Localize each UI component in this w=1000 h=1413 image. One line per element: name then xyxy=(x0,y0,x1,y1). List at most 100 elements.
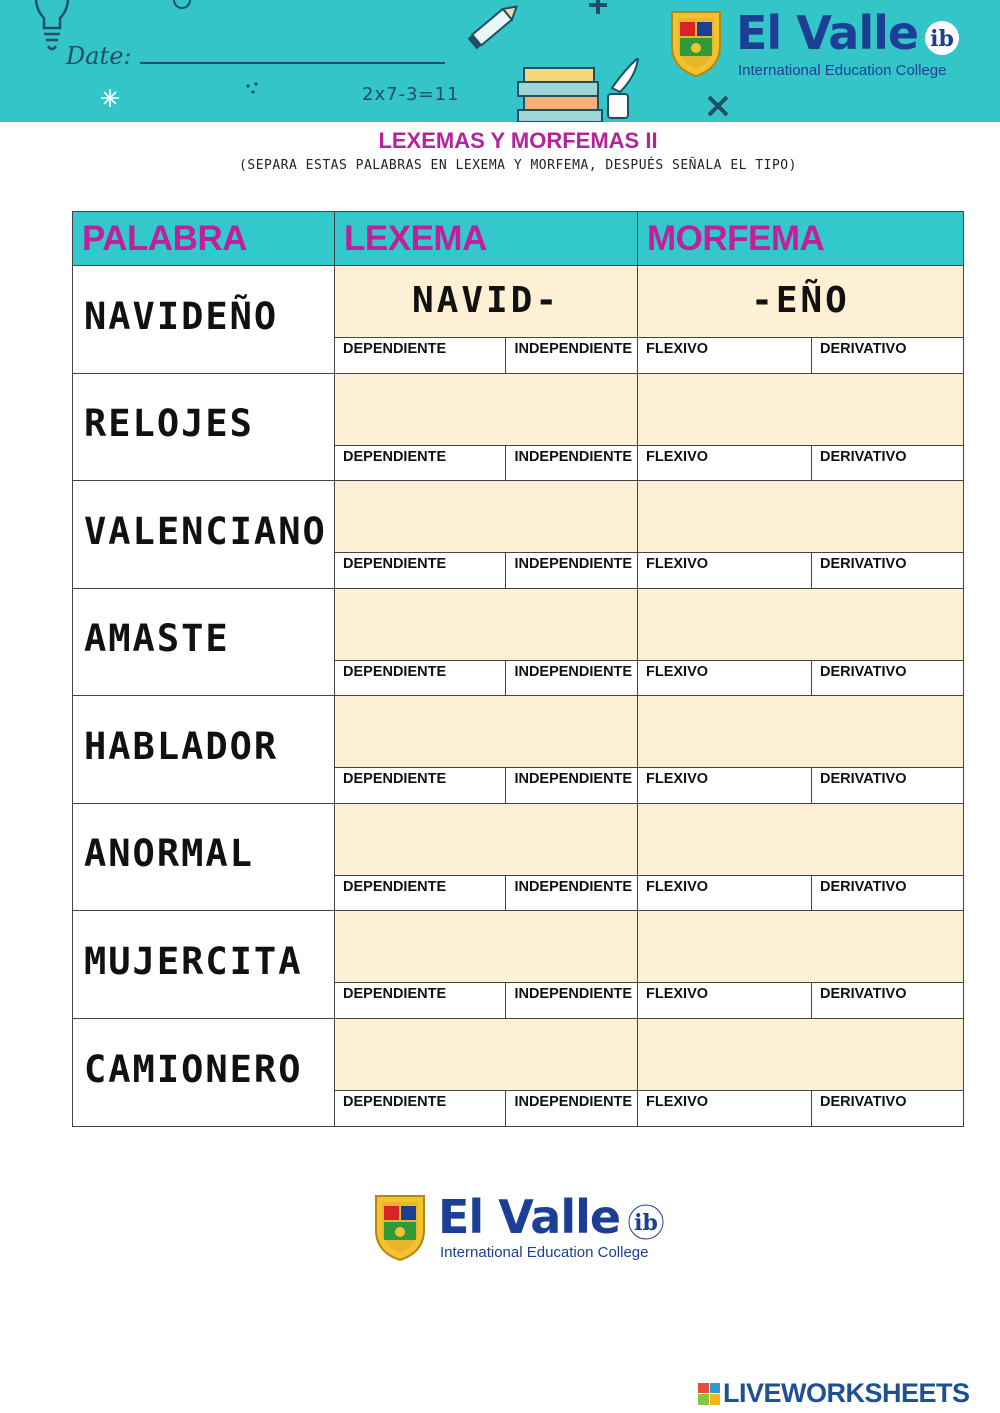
liveworksheets-logo-icon xyxy=(698,1382,720,1405)
option-dependiente[interactable]: DEPENDIENTE xyxy=(335,445,507,480)
table-row: MUJERCITA DEPENDIENTE INDEPENDIENTE FLEX… xyxy=(73,911,963,1019)
svg-text:ib: ib xyxy=(634,1210,658,1236)
option-independiente[interactable]: INDEPENDIENTE xyxy=(514,771,633,787)
lexema-options: DEPENDIENTE INDEPENDIENTE xyxy=(335,768,637,803)
morfema-answer-field[interactable] xyxy=(638,1018,963,1091)
lexema-answer-field[interactable] xyxy=(335,911,637,983)
footer-brand-subtitle: International Education College xyxy=(440,1244,649,1261)
morfema-answer-field[interactable] xyxy=(638,373,963,446)
lexema-options: DEPENDIENTE INDEPENDIENTE xyxy=(335,553,637,588)
lexema-answer-field[interactable] xyxy=(335,1018,637,1091)
lexema-options: DEPENDIENTE INDEPENDIENTE xyxy=(335,1090,637,1126)
ib-badge-icon: ib xyxy=(925,21,959,55)
brand-name: El Valle xyxy=(736,6,919,60)
morfema-group: FLEXIVO DERIVATIVO xyxy=(638,911,963,1018)
lexema-group: DEPENDIENTE INDEPENDIENTE xyxy=(335,1018,638,1126)
lexema-answer-field[interactable] xyxy=(335,481,637,553)
lexema-group: NAVID- DEPENDIENTE INDEPENDIENTE xyxy=(335,266,638,373)
morfema-answer-field[interactable] xyxy=(638,588,963,661)
morfema-answer-field[interactable]: -EÑO xyxy=(638,266,963,338)
option-independiente[interactable]: INDEPENDIENTE xyxy=(514,663,633,680)
option-independiente[interactable]: INDEPENDIENTE xyxy=(514,448,633,465)
option-dependiente[interactable]: DEPENDIENTE xyxy=(335,338,507,373)
lexema-answer-field[interactable] xyxy=(335,588,637,661)
header-lexema: LEXEMA xyxy=(335,212,638,265)
option-independiente[interactable]: INDEPENDIENTE xyxy=(514,986,633,1002)
morfema-answer-field[interactable] xyxy=(638,803,963,876)
morfema-group: FLEXIVO DERIVATIVO xyxy=(638,373,963,480)
option-flexivo[interactable]: FLEXIVO xyxy=(638,660,812,695)
morfema-options: FLEXIVO DERIVATIVO xyxy=(638,875,963,910)
morfema-group: FLEXIVO DERIVATIVO xyxy=(638,588,963,695)
morfema-group: FLEXIVO DERIVATIVO xyxy=(638,803,963,910)
option-flexivo[interactable]: FLEXIVO xyxy=(638,445,812,480)
morfema-options: FLEXIVO DERIVATIVO xyxy=(638,768,963,803)
option-derivativo[interactable]: DERIVATIVO xyxy=(820,663,907,680)
lexema-options: DEPENDIENTE INDEPENDIENTE xyxy=(335,338,637,373)
liveworksheets-watermark[interactable]: LIVEWORKSHEETS xyxy=(698,1378,970,1409)
table-row: VALENCIANO DEPENDIENTE INDEPENDIENTE FLE… xyxy=(73,481,963,589)
lexema-answer-field[interactable] xyxy=(335,803,637,876)
page-instructions: (SEPARA ESTAS PALABRAS EN LEXEMA Y MORFE… xyxy=(239,158,797,173)
option-dependiente[interactable]: DEPENDIENTE xyxy=(335,553,507,588)
option-flexivo[interactable]: FLEXIVO xyxy=(638,768,812,803)
morfema-group: -EÑO FLEXIVO DERIVATIVO xyxy=(638,266,963,373)
header-banner: Date: 2x7-3=11 El V xyxy=(0,0,1000,122)
morfema-answer-field[interactable] xyxy=(638,911,963,983)
option-derivativo[interactable]: DERIVATIVO xyxy=(820,1093,907,1110)
word-cell: CAMIONERO xyxy=(73,1018,335,1126)
option-flexivo[interactable]: FLEXIVO xyxy=(638,338,812,373)
option-dependiente[interactable]: DEPENDIENTE xyxy=(335,660,507,695)
lexema-answer-field[interactable] xyxy=(335,373,637,446)
option-derivativo[interactable]: DERIVATIVO xyxy=(820,341,907,357)
option-derivativo[interactable]: DERIVATIVO xyxy=(820,771,907,787)
lexema-answer-field[interactable]: NAVID- xyxy=(335,266,637,338)
svg-text:ib: ib xyxy=(930,26,954,52)
morfema-answer-field[interactable] xyxy=(638,696,963,768)
option-derivativo[interactable]: DERIVATIVO xyxy=(820,986,907,1002)
option-dependiente[interactable]: DEPENDIENTE xyxy=(335,768,507,803)
morfema-options: FLEXIVO DERIVATIVO xyxy=(638,983,963,1018)
date-line xyxy=(140,62,445,64)
pencil-icon xyxy=(467,5,519,50)
option-flexivo[interactable]: FLEXIVO xyxy=(638,875,812,910)
option-derivativo[interactable]: DERIVATIVO xyxy=(820,878,907,895)
lexema-answer-field[interactable] xyxy=(335,696,637,768)
lexema-group: DEPENDIENTE INDEPENDIENTE xyxy=(335,588,638,695)
school-logo: El Valle ib International Education Coll… xyxy=(668,6,978,82)
morfema-group: FLEXIVO DERIVATIVO xyxy=(638,1018,963,1126)
lexema-options: DEPENDIENTE INDEPENDIENTE xyxy=(335,660,637,695)
option-derivativo[interactable]: DERIVATIVO xyxy=(820,556,907,572)
option-dependiente[interactable]: DEPENDIENTE xyxy=(335,983,507,1018)
option-dependiente[interactable]: DEPENDIENTE xyxy=(335,875,507,910)
footer-brand-name: El Valle xyxy=(438,1190,621,1244)
option-independiente[interactable]: INDEPENDIENTE xyxy=(514,341,633,357)
morfema-answer-field[interactable] xyxy=(638,481,963,553)
table-body: NAVIDEÑO NAVID- DEPENDIENTE INDEPENDIENT… xyxy=(73,266,963,1126)
word-cell: RELOJES xyxy=(73,373,335,480)
option-flexivo[interactable]: FLEXIVO xyxy=(638,983,812,1018)
lexema-options: DEPENDIENTE INDEPENDIENTE xyxy=(335,875,637,910)
circle-doodle-icon xyxy=(173,0,191,9)
x-mark-icon xyxy=(707,95,729,117)
option-derivativo[interactable]: DERIVATIVO xyxy=(820,448,907,465)
lexema-group: DEPENDIENTE INDEPENDIENTE xyxy=(335,911,638,1018)
table-row: NAVIDEÑO NAVID- DEPENDIENTE INDEPENDIENT… xyxy=(73,266,963,374)
option-independiente[interactable]: INDEPENDIENTE xyxy=(514,878,633,895)
option-independiente[interactable]: INDEPENDIENTE xyxy=(514,1093,633,1110)
lexema-options: DEPENDIENTE INDEPENDIENTE xyxy=(335,983,637,1018)
table-row: ANORMAL DEPENDIENTE INDEPENDIENTE FLEXIV… xyxy=(73,803,963,911)
option-flexivo[interactable]: FLEXIVO xyxy=(638,1090,812,1126)
morfema-options: FLEXIVO DERIVATIVO xyxy=(638,553,963,588)
word-cell: HABLADOR xyxy=(73,696,335,803)
table-row: HABLADOR DEPENDIENTE INDEPENDIENTE FLEXI… xyxy=(73,696,963,804)
dots-doodle-icon xyxy=(246,82,258,94)
header-palabra: PALABRA xyxy=(73,212,335,265)
option-independiente[interactable]: INDEPENDIENTE xyxy=(514,556,633,572)
option-flexivo[interactable]: FLEXIVO xyxy=(638,553,812,588)
brand-subtitle: International Education College xyxy=(738,62,947,79)
lightbulb-icon xyxy=(34,0,70,51)
school-shield-icon xyxy=(671,11,721,78)
table-header: PALABRA LEXEMA MORFEMA xyxy=(73,212,963,266)
option-dependiente[interactable]: DEPENDIENTE xyxy=(335,1090,507,1126)
